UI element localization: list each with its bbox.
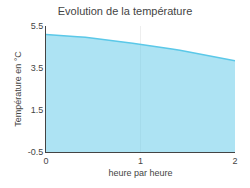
svg-text:5.5: 5.5 bbox=[31, 21, 44, 31]
svg-text:-0.5: -0.5 bbox=[28, 147, 44, 157]
svg-text:heure par heure: heure par heure bbox=[108, 168, 172, 178]
svg-text:Température en °C: Température en °C bbox=[13, 51, 23, 127]
svg-text:1.5: 1.5 bbox=[31, 105, 44, 115]
svg-text:Evolution de la température: Evolution de la température bbox=[58, 5, 193, 17]
svg-text:2: 2 bbox=[232, 156, 237, 166]
svg-text:1: 1 bbox=[138, 156, 143, 166]
svg-text:3.5: 3.5 bbox=[31, 63, 44, 73]
svg-text:0: 0 bbox=[43, 156, 48, 166]
